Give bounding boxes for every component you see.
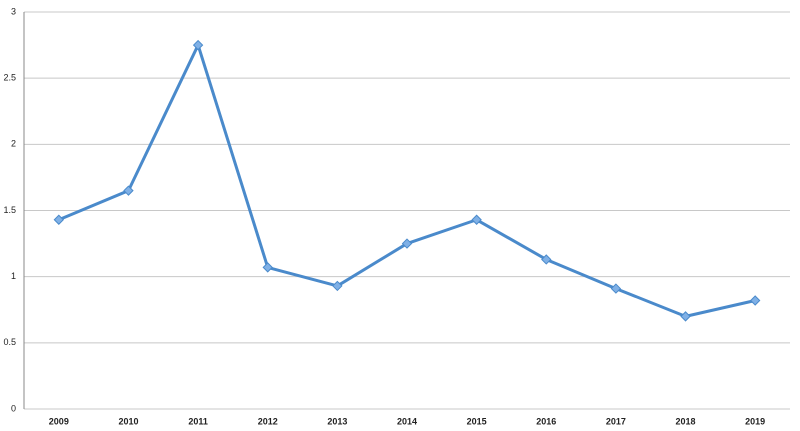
y-tick-label: 3	[11, 6, 16, 16]
y-tick-label: 1.5	[3, 205, 16, 215]
marker	[401, 238, 413, 249]
x-tick-label: 2011	[188, 416, 208, 426]
y-tick-label: 0	[11, 403, 16, 413]
line	[58, 43, 756, 318]
x-tick-label: 2018	[676, 416, 696, 426]
x-tick-label: 2009	[49, 416, 69, 426]
y-tick-label: 1	[11, 271, 16, 281]
x-tick-label: 2016	[536, 416, 556, 426]
y-tick-label: 2	[11, 139, 16, 149]
x-tick-label: 2019	[745, 416, 765, 426]
x-tick-label: 2017	[606, 416, 626, 426]
marker	[471, 214, 482, 225]
marker	[541, 254, 552, 265]
marker	[680, 311, 691, 322]
y-tick-label: 2.5	[3, 73, 16, 83]
marker	[192, 39, 204, 51]
x-tick-label: 2013	[327, 416, 347, 426]
x-tick-label: 2014	[397, 416, 417, 426]
x-tick-label: 2012	[258, 416, 278, 426]
marker	[749, 295, 761, 306]
marker	[262, 262, 273, 273]
y-tick-label: 0.5	[3, 337, 16, 347]
marker	[123, 185, 134, 196]
x-tick-label: 2010	[118, 416, 138, 426]
marker	[332, 280, 343, 292]
x-tick-label: 2015	[467, 416, 487, 426]
marker	[53, 214, 65, 225]
marker	[610, 283, 622, 294]
